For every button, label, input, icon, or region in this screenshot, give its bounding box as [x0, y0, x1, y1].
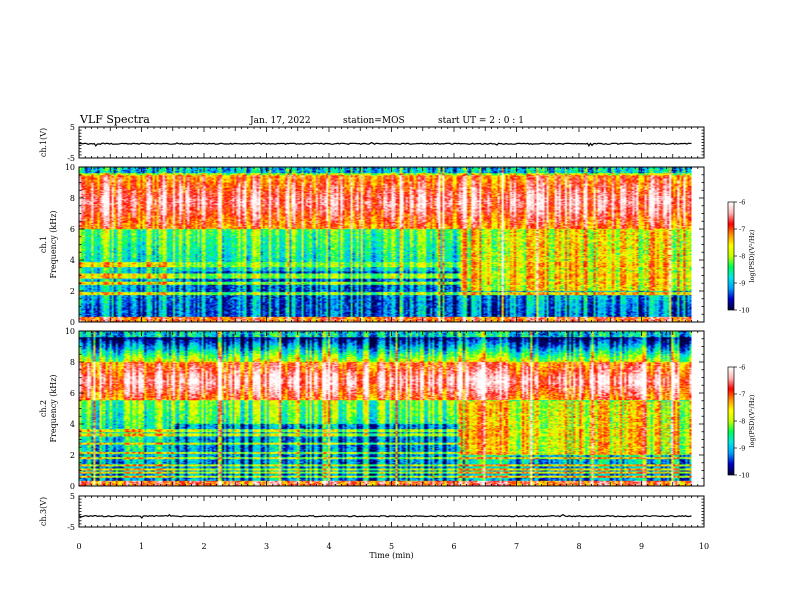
ch1-spectrogram-image [79, 167, 692, 322]
x-tick-label: 3 [264, 542, 269, 551]
y-tick-label: 4 [70, 420, 75, 429]
y-tick-label: 2 [70, 451, 75, 460]
y-tick-label: 6 [70, 389, 75, 398]
y-tick-label: 5 [70, 492, 75, 501]
y-tick-label: -5 [67, 523, 75, 532]
ch3-waveform-ylabel: ch.3(V) [39, 497, 48, 526]
y-tick-label: 0 [70, 482, 75, 491]
ch2-spectrogram-colorbar-label: log(PSD)(V²/Hz) [748, 394, 756, 447]
x-tick-label: 0 [76, 542, 81, 551]
ch2-colorbar-image [728, 367, 734, 475]
x-tick-label: 7 [514, 542, 519, 551]
y-tick-label: 2 [70, 287, 75, 296]
colorbar-tick-label: -9 [739, 445, 745, 453]
y-tick-label: 10 [65, 163, 75, 172]
colorbar-tick-label: -8 [739, 418, 745, 426]
ch1-spectrogram-channel-label: ch.1 [39, 236, 48, 253]
colorbar-tick-label: -6 [739, 364, 745, 372]
start-time-label: start UT = 2 : 0 : 1 [438, 116, 524, 126]
y-tick-label: 8 [70, 358, 75, 367]
colorbar-tick-label: -10 [739, 307, 749, 315]
station-label: station=MOS [343, 116, 405, 126]
colorbar-tick-label: -10 [739, 472, 749, 480]
figure-title: VLF Spectra [79, 113, 150, 126]
colorbar-tick-label: -6 [739, 199, 745, 207]
x-tick-label: 1 [139, 542, 144, 551]
x-tick-label: 9 [639, 542, 644, 551]
x-tick-label: 4 [326, 542, 331, 551]
x-tick-label: 10 [699, 542, 709, 551]
y-tick-label: 8 [70, 194, 75, 203]
y-tick-label: 0 [70, 318, 75, 327]
y-tick-label: 4 [70, 256, 75, 265]
y-tick-label: 10 [65, 327, 75, 336]
x-tick-label: 8 [576, 542, 581, 551]
y-tick-label: 6 [70, 225, 75, 234]
x-tick-label: 2 [201, 542, 206, 551]
colorbar-tick-label: -9 [739, 280, 745, 288]
colorbar-tick-label: -7 [739, 226, 745, 234]
ch2-spectrogram-channel-label: ch.2 [39, 400, 48, 417]
ch1-waveform-trace [79, 141, 692, 147]
ch1-spectrogram-colorbar-label: log(PSD)(V²/Hz) [748, 229, 756, 282]
ch1-colorbar-image [728, 202, 734, 310]
ch2-spectrogram-image [79, 331, 692, 486]
y-tick-label: 5 [70, 123, 75, 132]
ch1-spectrogram-ylabel: Frequency (kHz) [49, 210, 58, 278]
x-axis-label: Time (min) [369, 551, 413, 560]
ch2-spectrogram-ylabel: Frequency (kHz) [49, 374, 58, 442]
x-tick-label: 5 [389, 542, 394, 551]
ch3-waveform-trace [78, 513, 692, 519]
x-tick-label: 6 [451, 542, 456, 551]
ch1-waveform-ylabel: ch.1(V) [39, 128, 48, 157]
y-tick-label: -5 [67, 154, 75, 163]
date-label: Jan. 17, 2022 [249, 116, 311, 126]
colorbar-tick-label: -8 [739, 253, 745, 261]
colorbar-tick-label: -7 [739, 391, 745, 399]
